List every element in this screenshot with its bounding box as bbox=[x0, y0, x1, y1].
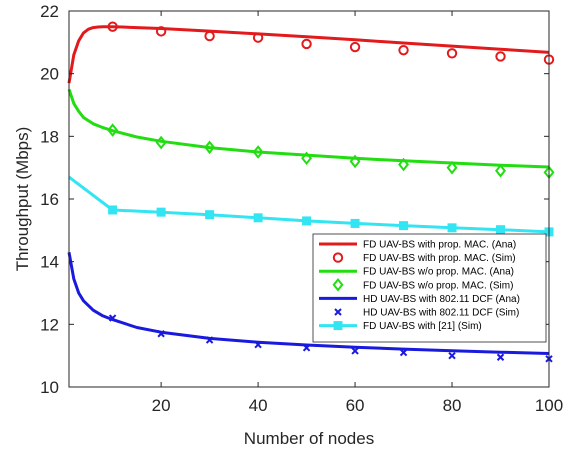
data-point bbox=[495, 51, 506, 62]
data-point bbox=[302, 216, 312, 226]
data-point bbox=[155, 26, 167, 37]
legend-entry-label: FD UAV-BS with [21] (Sim) bbox=[363, 321, 482, 332]
data-point bbox=[398, 44, 409, 56]
data-point bbox=[350, 218, 360, 228]
data-point bbox=[301, 38, 312, 50]
legend-marker-swatch bbox=[334, 308, 342, 316]
series-line bbox=[67, 25, 550, 84]
y-tick-label: 14 bbox=[40, 253, 59, 272]
legend-marker-swatch bbox=[333, 321, 343, 331]
series-line bbox=[67, 252, 550, 355]
data-point bbox=[496, 225, 506, 235]
legend-entry-label: FD UAV-BS w/o prop. MAC. (Ana) bbox=[363, 267, 514, 278]
data-point bbox=[253, 213, 263, 223]
data-point bbox=[205, 336, 214, 344]
data-point bbox=[496, 353, 505, 361]
data-point bbox=[156, 207, 166, 217]
y-tick-label: 18 bbox=[40, 127, 59, 146]
x-tick-label: 60 bbox=[346, 396, 365, 415]
data-point bbox=[205, 210, 215, 220]
x-axis-label: Number of nodes bbox=[244, 429, 374, 448]
data-point bbox=[108, 205, 118, 215]
data-point bbox=[349, 41, 361, 53]
data-point bbox=[351, 347, 359, 355]
data-point bbox=[301, 151, 313, 166]
data-point bbox=[398, 157, 410, 172]
data-point bbox=[349, 154, 361, 169]
series-line bbox=[67, 88, 550, 169]
y-tick-label: 16 bbox=[40, 190, 59, 209]
data-point bbox=[252, 32, 264, 43]
x-tick-label: 40 bbox=[249, 396, 268, 415]
data-point bbox=[157, 330, 165, 338]
data-point bbox=[252, 145, 264, 159]
x-tick-label: 100 bbox=[535, 396, 563, 415]
legend-entry-label: FD UAV-BS w/o prop. MAC. (Sim) bbox=[363, 280, 513, 291]
legend-box bbox=[312, 233, 547, 343]
plot-marks bbox=[67, 21, 555, 363]
legend-entry-label: FD UAV-BS with prop. MAC. (Ana) bbox=[363, 240, 516, 251]
x-tick-label: 80 bbox=[443, 396, 462, 415]
data-point bbox=[399, 348, 408, 357]
y-tick-label: 22 bbox=[40, 2, 59, 21]
data-point bbox=[204, 140, 216, 155]
legend-entry-label: HD UAV-BS with 802.11 DCF (Ana) bbox=[363, 294, 520, 305]
data-point bbox=[495, 164, 507, 178]
y-tick-label: 10 bbox=[40, 378, 59, 397]
data-point bbox=[108, 314, 117, 322]
legend-marker-swatch bbox=[332, 278, 344, 292]
data-point bbox=[399, 221, 409, 231]
data-point bbox=[107, 123, 119, 137]
data-point bbox=[446, 160, 458, 175]
legend-entry-label: HD UAV-BS with 802.11 DCF (Sim) bbox=[363, 308, 519, 319]
legend-marker-swatch bbox=[332, 252, 344, 263]
y-axis-label: Throughput (Mbps) bbox=[13, 127, 32, 272]
data-point bbox=[446, 48, 458, 59]
data-point bbox=[302, 344, 311, 352]
data-point bbox=[447, 223, 457, 233]
y-tick-label: 20 bbox=[40, 65, 59, 84]
legend: FD UAV-BS with prop. MAC. (Ana) FD UAV-BS… bbox=[312, 233, 547, 343]
data-point bbox=[254, 340, 262, 349]
axis-ticks: 20 40 60 80 100 10 12 14 16 18 20 22 bbox=[40, 2, 563, 415]
data-point bbox=[448, 351, 456, 360]
y-tick-label: 12 bbox=[40, 315, 59, 334]
legend-entry-label: FD UAV-BS with prop. MAC. (Sim) bbox=[363, 253, 516, 264]
data-point bbox=[107, 21, 118, 32]
x-tick-label: 20 bbox=[152, 396, 171, 415]
data-point bbox=[204, 30, 215, 42]
data-point bbox=[155, 135, 167, 150]
